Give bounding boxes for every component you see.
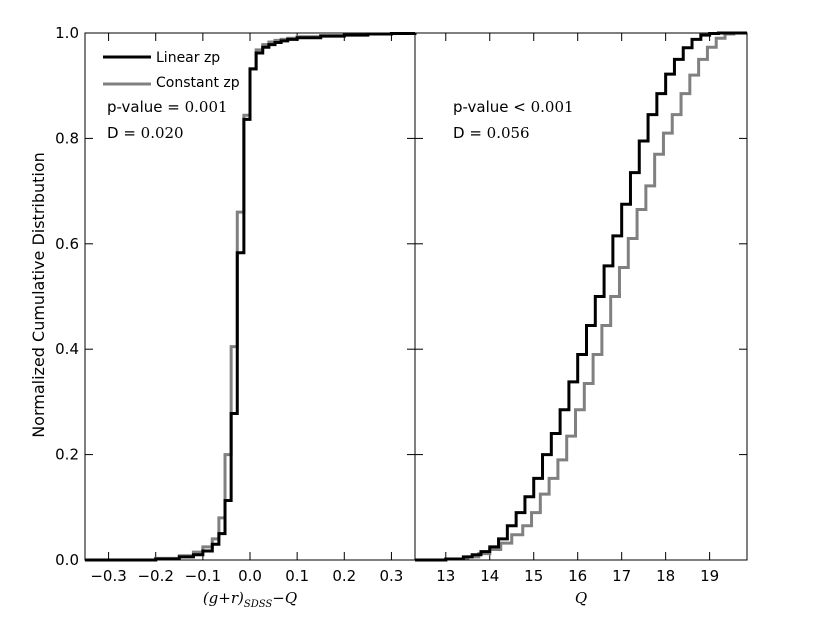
left-pvalue-value: 0.001 (185, 98, 228, 116)
right-series (415, 31, 747, 562)
right-pvalue-value: 0.001 (531, 98, 574, 116)
left-dstat-label: D = (107, 124, 141, 142)
left-xtick-label: −0.1 (185, 567, 221, 585)
right-xtick-label: 16 (568, 567, 587, 585)
ytick-label: 1.0 (55, 24, 79, 42)
panel-right: 13 14 15 16 17 18 19 p-value < 0.001 D = 0.056… (414, 31, 748, 607)
legend-label-constant: Constant zp (156, 75, 240, 91)
legend: Linear zp Constant zp (103, 50, 240, 91)
right-pvalue-label: p-value < (453, 98, 531, 116)
right-xtick-label: 18 (656, 567, 675, 585)
ytick-label: 0.8 (55, 129, 79, 147)
right-xtick-label: 14 (480, 567, 499, 585)
left-xlabel-main: (g+r) (203, 589, 244, 607)
right-xtick-label: 17 (612, 567, 631, 585)
left-pvalue: p-value = 0.001 (107, 98, 228, 116)
ytick-label: 0.0 (55, 551, 79, 569)
right-dstat-value: 0.056 (487, 124, 530, 142)
right-series-constant (415, 31, 747, 562)
left-xtick-label: 0.2 (332, 567, 356, 585)
left-xtick-label: 0.3 (379, 567, 403, 585)
right-x-axis-label: Q (575, 589, 587, 607)
legend-label-linear: Linear zp (156, 50, 220, 66)
right-series-linear (415, 31, 747, 562)
right-xtick-label: 13 (436, 567, 455, 585)
ytick-label: 0.6 (55, 235, 79, 253)
left-xlabel-tail: −Q (272, 589, 297, 607)
left-xtick-label: 0.0 (238, 567, 262, 585)
left-xtick-label: 0.1 (285, 567, 309, 585)
left-xtick-label: −0.3 (90, 567, 126, 585)
left-xlabel-sub: SDSS (244, 599, 273, 610)
panel-left: −0.3 −0.2 −0.1 0.0 0.1 0.2 0.3 0.0 0.2 0.4 0.6 0.8 1… (55, 24, 417, 610)
left-pvalue-label: p-value = (107, 98, 185, 116)
right-xtick-label: 19 (700, 567, 719, 585)
left-series-linear (85, 32, 417, 562)
left-xtick-label: −0.2 (137, 567, 173, 585)
ytick-label: 0.4 (55, 340, 79, 358)
left-dstat: D = 0.020 (107, 124, 184, 142)
ytick-label: 0.2 (55, 446, 79, 464)
left-series (85, 32, 417, 562)
left-dstat-value: 0.020 (141, 124, 184, 142)
left-x-axis-label: (g+r)SDSS−Q (203, 589, 297, 610)
right-xtick-label: 15 (524, 567, 543, 585)
right-axes-frame (414, 32, 748, 561)
left-ticks: −0.3 −0.2 −0.1 0.0 0.1 0.2 0.3 0.0 0.2 0.4 0.6 0.8 1… (55, 24, 415, 585)
right-dstat-label: D = (453, 124, 487, 142)
y-axis-label: Normalized Cumulative Distribution (29, 152, 48, 438)
right-ticks: 13 14 15 16 17 18 19 (415, 32, 747, 585)
right-dstat: D = 0.056 (453, 124, 530, 142)
right-pvalue: p-value < 0.001 (453, 98, 574, 116)
